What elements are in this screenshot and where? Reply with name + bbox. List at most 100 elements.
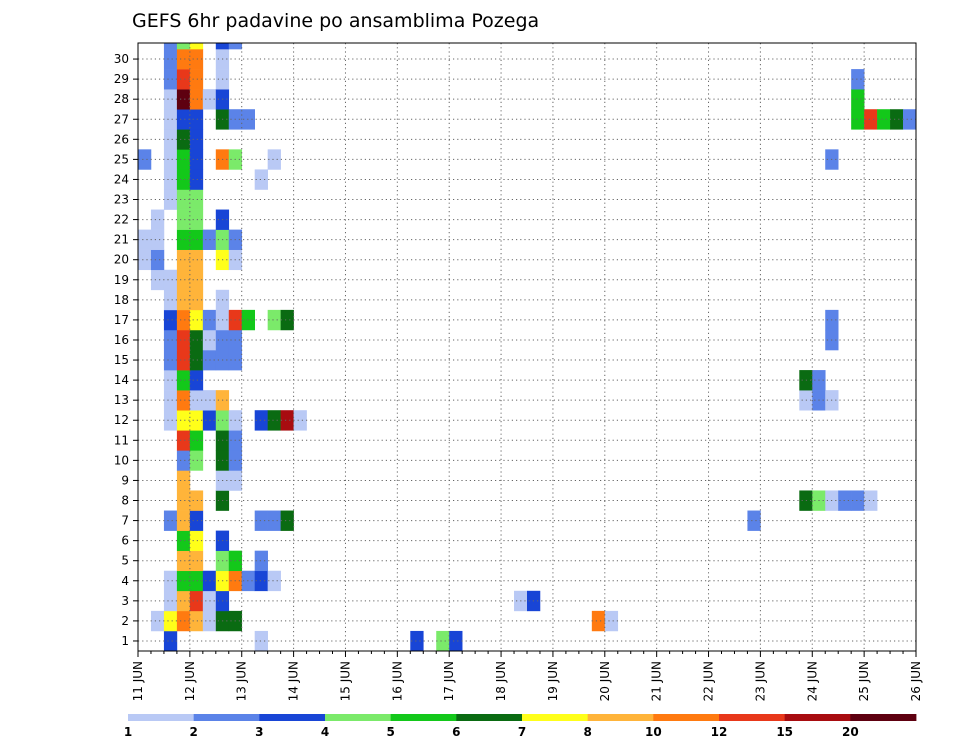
- data-cell: [163, 630, 178, 652]
- data-cell: [163, 370, 178, 391]
- y-tick-label: 16: [114, 333, 129, 347]
- y-tick-label: 13: [114, 393, 129, 407]
- data-cell: [176, 530, 191, 551]
- colorbar-label: 6: [452, 725, 460, 739]
- data-cell: [189, 530, 204, 551]
- data-cell: [189, 109, 204, 130]
- data-cell: [267, 410, 281, 431]
- y-tick-label: 23: [114, 193, 129, 207]
- y-tick-label: 14: [114, 373, 129, 387]
- data-cell: [138, 149, 152, 170]
- y-tick-label: 22: [114, 213, 129, 227]
- colorbar-label: 4: [321, 725, 329, 739]
- data-cell: [189, 89, 204, 110]
- data-cell: [163, 410, 178, 431]
- x-tick-label: 22 JUN: [702, 661, 716, 701]
- data-cell: [267, 149, 281, 170]
- data-cell: [163, 149, 178, 170]
- data-cell: [176, 570, 191, 592]
- y-tick-label: 8: [121, 494, 129, 508]
- y-tick-label: 20: [114, 253, 129, 267]
- data-cell: [176, 309, 191, 331]
- data-cell: [436, 630, 450, 652]
- data-cell: [189, 43, 204, 50]
- data-cell: [189, 490, 204, 511]
- data-cell: [449, 630, 463, 652]
- data-cell: [189, 249, 204, 271]
- x-tick-label: 25 JUN: [857, 661, 871, 701]
- data-cell: [293, 410, 307, 431]
- data-cell: [176, 590, 191, 612]
- data-cell: [267, 570, 281, 592]
- colorbar-label: 20: [842, 725, 859, 739]
- colorbar-label: 2: [189, 725, 197, 739]
- colorbar-swatch: [128, 714, 195, 721]
- y-tick-label: 10: [114, 453, 129, 467]
- colorbar-swatch: [587, 714, 654, 721]
- colorbar-label: 5: [386, 725, 394, 739]
- data-cell: [747, 510, 761, 531]
- colorbar-swatch: [784, 714, 851, 721]
- data-cell: [254, 550, 268, 572]
- data-cell: [176, 370, 191, 391]
- data-cell: [150, 229, 165, 250]
- x-tick-label: 18 JUN: [494, 661, 508, 701]
- data-cell: [176, 410, 191, 431]
- data-cell: [254, 510, 268, 531]
- data-cell: [189, 390, 204, 411]
- data-cell: [176, 149, 191, 170]
- x-tick-label: 12 JUN: [183, 661, 197, 701]
- data-cell: [189, 510, 204, 531]
- x-tick-label: 17 JUN: [442, 661, 456, 701]
- y-tick-label: 28: [114, 92, 129, 106]
- data-cell: [280, 510, 294, 531]
- x-tick-label: 21 JUN: [650, 661, 664, 701]
- data-cell: [176, 550, 191, 572]
- colorbar-swatch: [850, 714, 917, 721]
- y-tick-label: 9: [121, 473, 129, 487]
- data-cell: [604, 610, 619, 632]
- data-cell: [176, 329, 191, 351]
- grid-layer: [138, 43, 916, 651]
- data-cell: [189, 289, 204, 311]
- colorbar-label: 12: [711, 725, 728, 739]
- data-cell: [176, 69, 191, 90]
- data-cell: [163, 570, 178, 592]
- data-cell: [903, 109, 917, 130]
- data-cell: [176, 490, 191, 511]
- colorbar-swatch: [259, 714, 326, 721]
- data-cell: [591, 610, 606, 632]
- data-cell: [150, 209, 165, 230]
- y-tick-label: 25: [114, 152, 129, 166]
- y-tick-label: 2: [121, 614, 129, 628]
- data-cell: [189, 570, 204, 592]
- data-cell: [189, 329, 204, 351]
- data-cell: [138, 229, 152, 250]
- data-cell: [189, 610, 204, 632]
- data-cell: [410, 630, 424, 652]
- data-cell: [189, 550, 204, 572]
- data-cell: [150, 269, 165, 291]
- y-tick-label: 5: [121, 554, 129, 568]
- data-cell: [163, 69, 178, 90]
- y-tick-label: 29: [114, 72, 129, 86]
- x-tick-label: 14 JUN: [287, 661, 301, 701]
- chart-title: GEFS 6hr padavine po ansamblima Pozega: [132, 10, 539, 32]
- y-tick-label: 11: [114, 433, 129, 447]
- data-cell: [163, 49, 178, 70]
- data-cell: [176, 510, 191, 531]
- data-cell: [163, 309, 178, 331]
- data-cell: [150, 249, 165, 271]
- y-tick-label: 3: [121, 594, 129, 608]
- data-cell: [851, 69, 865, 90]
- data-cell: [189, 450, 204, 471]
- data-cell: [267, 309, 281, 331]
- data-cell: [176, 43, 191, 50]
- data-cell: [877, 109, 891, 130]
- data-cell: [254, 410, 268, 431]
- colorbar-swatch: [325, 714, 392, 721]
- data-cell: [280, 410, 294, 431]
- data-cell: [163, 510, 178, 531]
- data-cell: [163, 289, 178, 311]
